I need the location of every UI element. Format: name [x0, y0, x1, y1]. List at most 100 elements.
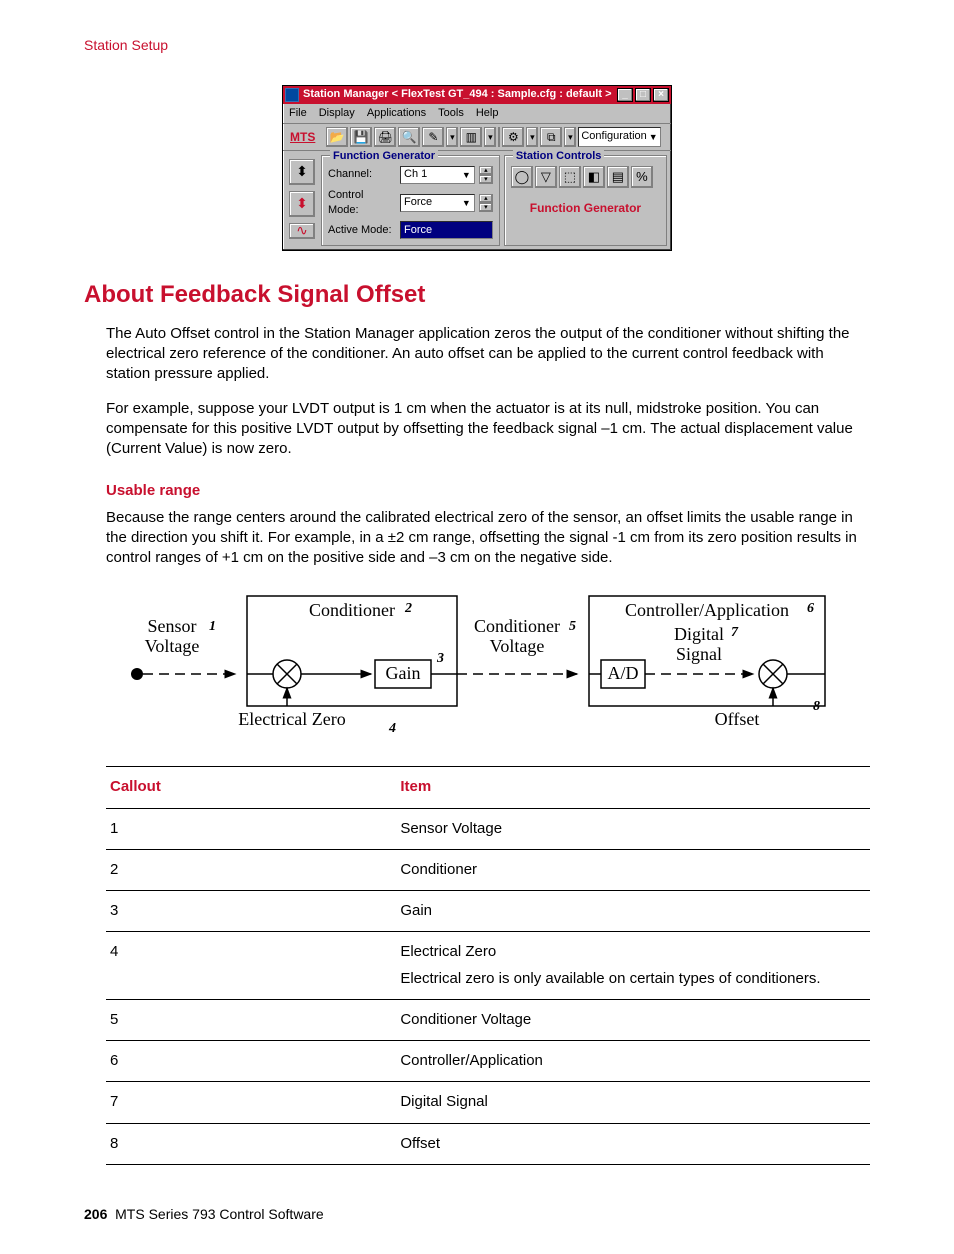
svg-text:2: 2 [404, 601, 412, 616]
sc-icon[interactable]: % [631, 166, 653, 188]
item-cell: Controller/Application [396, 1041, 870, 1082]
mts-logo: MTS [287, 128, 318, 146]
sc-icon[interactable]: ▤ [607, 166, 629, 188]
header-section: Station Setup [84, 36, 870, 55]
print-icon[interactable]: 🖨 [374, 127, 396, 147]
station-manager-window: Station Manager < FlexTest GT_494 : Samp… [282, 85, 672, 252]
item-cell: Conditioner Voltage [396, 999, 870, 1040]
menu-applications[interactable]: Applications [367, 106, 426, 121]
titlebar: Station Manager < FlexTest GT_494 : Samp… [283, 86, 671, 104]
toolbar: MTS 📂 💾 🖨 🔍 ✎ ▾ ▥ ▾ ⚙ ▾ ⧉ ▾ Configuratio… [283, 124, 671, 151]
control-mode-spinner[interactable]: ▴▾ [479, 194, 493, 212]
item-cell: Sensor Voltage [396, 808, 870, 849]
control-mode-label: Control Mode: [328, 188, 396, 218]
sc-icon[interactable]: ⬚ [559, 166, 581, 188]
page-footer: 206 MTS Series 793 Control Software [84, 1205, 870, 1224]
svg-text:Offset: Offset [715, 709, 760, 729]
signal-flow-diagram: Sensor 1 Voltage Conditioner 2 Electrica… [84, 582, 870, 742]
main-heading: About Feedback Signal Offset [84, 279, 870, 311]
svg-text:7: 7 [731, 625, 739, 640]
item-cell: Offset [396, 1123, 870, 1164]
screenshot-container: Station Manager < FlexTest GT_494 : Samp… [84, 85, 870, 252]
active-mode-label: Active Mode: [328, 223, 396, 238]
sc-icon[interactable]: ◯ [511, 166, 533, 188]
actuator-icon[interactable]: ⬍ [289, 159, 315, 185]
paragraph: The Auto Offset control in the Station M… [106, 324, 870, 385]
page-number: 206 [84, 1206, 107, 1222]
menu-help[interactable]: Help [476, 106, 499, 121]
svg-text:Gain: Gain [386, 663, 421, 683]
dropdown-icon[interactable]: ▾ [526, 127, 538, 147]
app-icon [285, 88, 299, 102]
control-mode-dropdown[interactable]: Force▼ [400, 194, 475, 212]
callout-cell: 6 [106, 1041, 396, 1082]
item-cell: Electrical Zero [396, 932, 870, 965]
th-callout: Callout [106, 767, 396, 808]
close-button[interactable]: × [653, 88, 669, 102]
svg-text:Conditioner: Conditioner [309, 600, 395, 620]
minimize-button[interactable]: _ [617, 88, 633, 102]
item-cell: Gain [396, 891, 870, 932]
menubar: File Display Applications Tools Help [283, 104, 671, 124]
left-tool-strip: ⬍ ⬍ ∿ [287, 155, 317, 247]
footer-text: MTS Series 793 Control Software [115, 1206, 324, 1222]
svg-text:4: 4 [388, 721, 396, 736]
callout-cell: 4 [106, 932, 396, 965]
paragraph: Because the range centers around the cal… [106, 508, 870, 569]
svg-text:Voltage: Voltage [145, 636, 200, 656]
fg-panel-title: Function Generator [330, 149, 438, 164]
callout-cell: 5 [106, 999, 396, 1040]
sc-icon[interactable]: ▽ [535, 166, 557, 188]
sc-panel-title: Station Controls [513, 149, 605, 164]
callout-cell [106, 965, 396, 1000]
svg-text:Controller/Application: Controller/Application [625, 600, 789, 620]
svg-text:A/D: A/D [608, 663, 639, 683]
th-item: Item [396, 767, 870, 808]
open-icon[interactable]: 📂 [326, 127, 348, 147]
window-title: Station Manager < FlexTest GT_494 : Samp… [303, 87, 617, 102]
svg-text:Digital: Digital [674, 624, 724, 644]
dropdown-icon[interactable]: ▾ [446, 127, 458, 147]
panel-icon[interactable]: ▥ [460, 127, 482, 147]
channel-spinner[interactable]: ▴▾ [479, 166, 493, 184]
fg-section-label: Function Generator [511, 196, 660, 216]
item-subtext: Electrical zero is only available on cer… [396, 965, 870, 1000]
actuator2-icon[interactable]: ⬍ [289, 191, 315, 217]
svg-text:Electrical Zero: Electrical Zero [238, 709, 345, 729]
svg-text:5: 5 [569, 619, 576, 634]
callout-cell: 7 [106, 1082, 396, 1123]
maximize-button[interactable]: □ [635, 88, 651, 102]
wave-icon[interactable]: ∿ [289, 223, 315, 239]
active-mode-value: Force [400, 221, 493, 239]
item-cell: Conditioner [396, 849, 870, 890]
dropdown-icon[interactable]: ▾ [564, 127, 576, 147]
item-cell: Digital Signal [396, 1082, 870, 1123]
menu-display[interactable]: Display [319, 106, 355, 121]
channel-dropdown[interactable]: Ch 1▼ [400, 166, 475, 184]
callout-cell: 3 [106, 891, 396, 932]
gear-icon[interactable]: ⚙ [502, 127, 524, 147]
svg-text:Voltage: Voltage [490, 636, 545, 656]
save-icon[interactable]: 💾 [350, 127, 372, 147]
callout-table: Callout Item 1Sensor Voltage2Conditioner… [106, 766, 870, 1165]
configuration-dropdown[interactable]: Configuration▼ [578, 127, 660, 147]
function-generator-panel: Function Generator Channel: Ch 1▼ ▴▾ Con… [321, 155, 500, 247]
menu-file[interactable]: File [289, 106, 307, 121]
station-controls-panel: Station Controls ◯ ▽ ⬚ ◧ ▤ % Function Ge… [504, 155, 667, 247]
menu-tools[interactable]: Tools [438, 106, 464, 121]
svg-text:Signal: Signal [676, 644, 722, 664]
sc-icon[interactable]: ◧ [583, 166, 605, 188]
paragraph: For example, suppose your LVDT output is… [106, 399, 870, 460]
preview-icon[interactable]: 🔍 [398, 127, 420, 147]
svg-text:6: 6 [807, 601, 814, 616]
svg-text:3: 3 [436, 651, 444, 666]
callout-cell: 8 [106, 1123, 396, 1164]
callout-cell: 2 [106, 849, 396, 890]
channel-label: Channel: [328, 167, 396, 182]
dropdown-icon[interactable]: ▾ [484, 127, 496, 147]
tool-icon[interactable]: ✎ [422, 127, 444, 147]
svg-text:Sensor: Sensor [148, 616, 197, 636]
callout-cell: 1 [106, 808, 396, 849]
chart-icon[interactable]: ⧉ [540, 127, 562, 147]
separator [498, 127, 500, 147]
